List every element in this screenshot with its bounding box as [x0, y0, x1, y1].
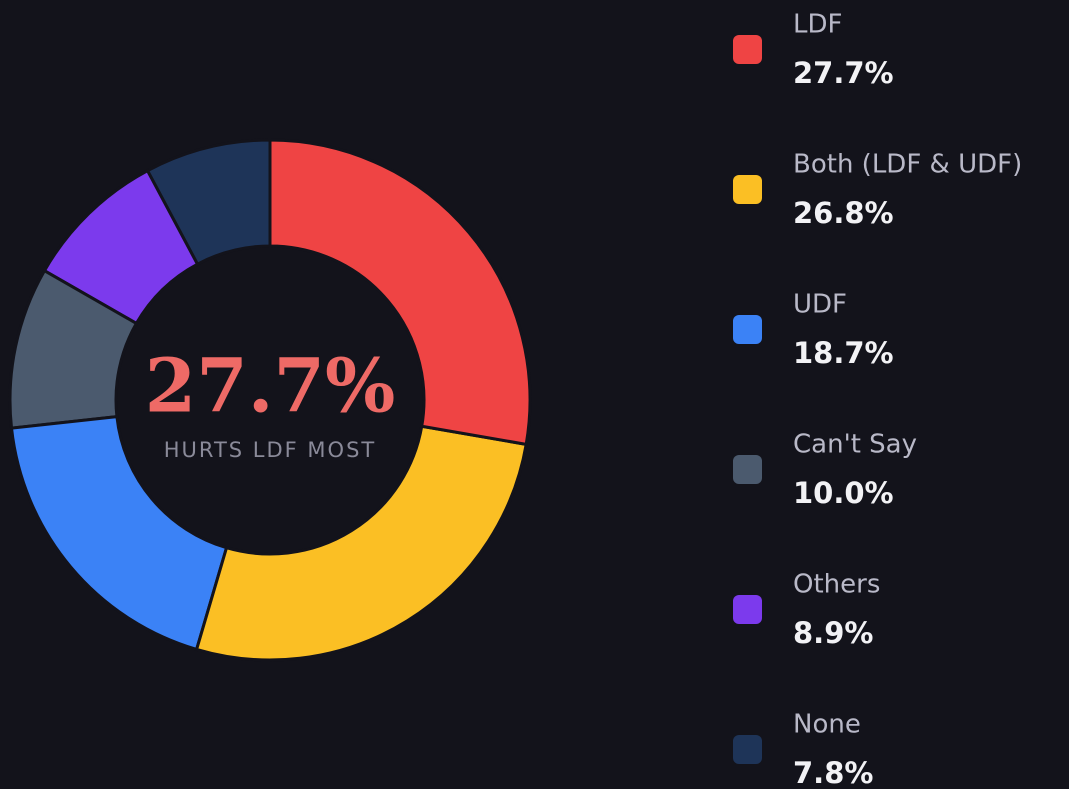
legend-swatch [733, 35, 762, 64]
legend-value: 18.7% [793, 336, 894, 370]
legend-swatch [733, 455, 762, 484]
center-label: 27.7% [145, 344, 396, 430]
legend-swatch [733, 315, 762, 344]
legend-swatch [733, 595, 762, 624]
legend-name: Both (LDF & UDF) [793, 150, 1022, 180]
legend-value: 10.0% [793, 476, 894, 510]
legend-swatch [733, 175, 762, 204]
legend-value: 27.7% [793, 56, 894, 90]
donut-slice [8, 268, 139, 430]
center-caption: HURTS LDF MOST [164, 438, 377, 462]
donut-slice [268, 138, 532, 447]
legend-value: 8.9% [793, 616, 873, 650]
legend-name: LDF [793, 10, 842, 40]
donut-slice [194, 424, 528, 662]
legend-swatch [733, 735, 762, 764]
legend-name: None [793, 710, 861, 740]
legend-value: 7.8% [793, 756, 873, 789]
legend-name: Can't Say [793, 430, 917, 460]
legend-name: UDF [793, 290, 847, 320]
legend-name: Others [793, 570, 880, 600]
donut-slice [42, 168, 200, 326]
donut-slice [9, 415, 229, 652]
legend-value: 26.8% [793, 196, 894, 230]
